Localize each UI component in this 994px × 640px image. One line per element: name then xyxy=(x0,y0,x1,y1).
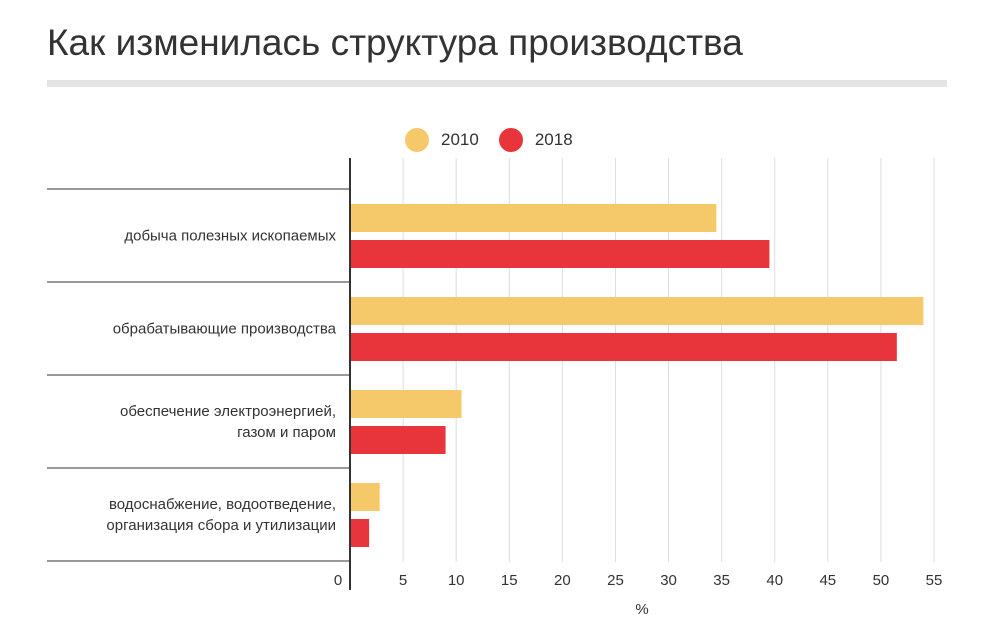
legend-item-2018: 2018 xyxy=(498,128,573,152)
bar-2018-2 xyxy=(351,426,446,454)
x-tick-label-0: 0 xyxy=(334,572,342,589)
x-axis-label: % xyxy=(635,601,648,618)
category-label: обрабатывающие производства xyxy=(113,321,337,338)
legend-label-2010: 2010 xyxy=(441,130,479,149)
x-tick-label-15: 15 xyxy=(501,572,518,589)
x-tick-label-40: 40 xyxy=(766,572,783,589)
legend-label-2018: 2018 xyxy=(534,130,573,149)
x-tick-label-35: 35 xyxy=(713,572,730,589)
x-tick-label-20: 20 xyxy=(554,572,571,589)
x-tick-label-25: 25 xyxy=(607,572,624,589)
title-divider xyxy=(47,80,947,87)
bar-2010-1 xyxy=(351,297,924,325)
bar-2018-1 xyxy=(351,333,897,361)
bar-2010-3 xyxy=(351,483,380,511)
legend-swatch-2010 xyxy=(405,128,429,152)
legend-swatch-2018 xyxy=(498,128,523,152)
category-label: организация сбора и утилизации xyxy=(106,517,336,534)
category-label: газом и паром xyxy=(237,424,336,441)
chart-title: Как изменилась структура производства xyxy=(47,22,743,63)
bar-2018-0 xyxy=(351,240,770,268)
x-tick-label-30: 30 xyxy=(660,572,677,589)
bar-2010-2 xyxy=(351,390,462,418)
x-tick-label-10: 10 xyxy=(448,572,465,589)
legend: 2010 2018 xyxy=(405,128,593,152)
bar-2010-0 xyxy=(351,204,717,232)
category-label: водоснабжение, водоотведение, xyxy=(109,496,336,513)
x-tick-label-50: 50 xyxy=(873,572,890,589)
bar-2018-3 xyxy=(351,519,370,547)
category-label: обеспечение электроэнергией, xyxy=(120,403,336,420)
legend-item-2010: 2010 xyxy=(405,128,479,152)
x-tick-label-5: 5 xyxy=(399,572,407,589)
x-tick-label-55: 55 xyxy=(926,572,943,589)
category-label: добыча полезных ископаемых xyxy=(124,228,336,245)
x-tick-label-45: 45 xyxy=(819,572,836,589)
